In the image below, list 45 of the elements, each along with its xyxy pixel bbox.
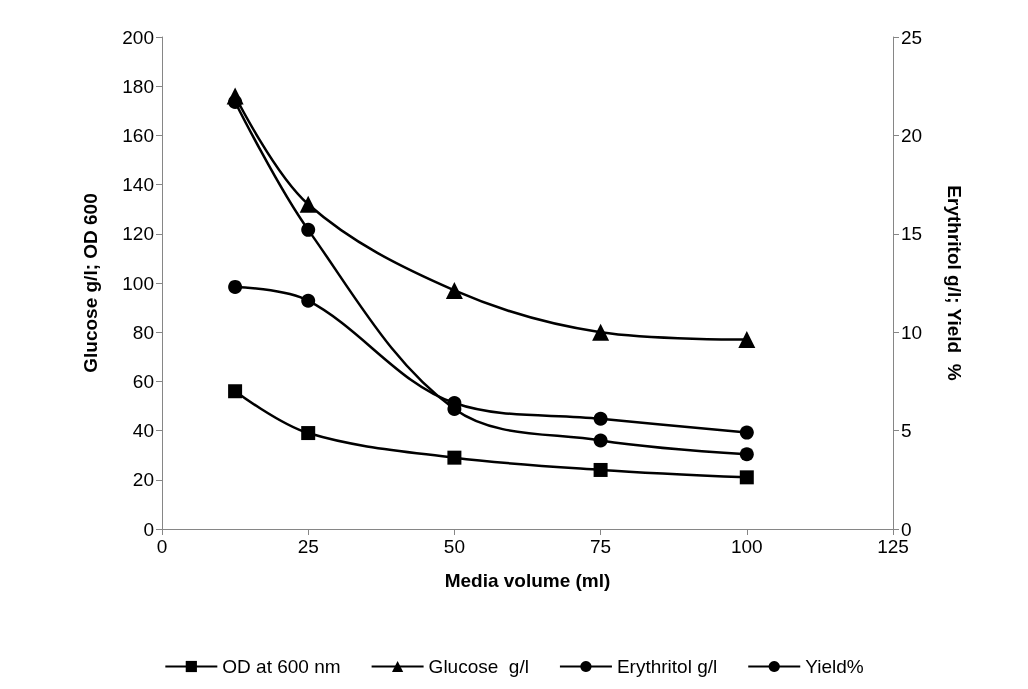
point: [593, 433, 608, 448]
y-tick-label: 100: [122, 272, 154, 294]
x-tick-label: 25: [297, 536, 319, 557]
point: [299, 195, 317, 213]
point: [226, 87, 244, 105]
point: [738, 331, 756, 349]
point: [447, 450, 462, 465]
legend-label: Erythritol g/l: [616, 656, 718, 677]
point: [593, 462, 608, 477]
y2-tick-label: 20: [901, 124, 923, 146]
y-tick-label: 120: [122, 223, 154, 245]
y-tick-label: 80: [132, 321, 154, 343]
y2-tick-label: 10: [901, 321, 923, 343]
x-tick-label: 75: [590, 536, 612, 557]
x-tick-label: 100: [730, 536, 763, 557]
point: [228, 279, 243, 294]
y-tick-label: 0: [143, 518, 154, 540]
y2-axis-title: Erythritol g/l; Yield %: [944, 185, 965, 381]
point: [739, 447, 754, 462]
x-tick-label: 50: [443, 536, 465, 557]
y2-tick-label: 25: [901, 26, 923, 48]
y-tick-label: 180: [122, 75, 154, 97]
y-tick-label: 200: [122, 26, 154, 48]
legend-label: OD at 600 nm: [222, 656, 341, 677]
y-tick-label: 60: [132, 370, 154, 392]
y-tick-label: 160: [122, 124, 154, 146]
y-tick-label: 20: [132, 469, 154, 491]
y-axis-title: Glucose g/l; OD 600: [80, 193, 101, 373]
point: [301, 426, 316, 441]
y2-tick-label: 5: [901, 420, 912, 442]
x-tick-label: 0: [156, 536, 168, 557]
point: [301, 293, 316, 308]
point: [445, 281, 463, 299]
point: [739, 470, 754, 485]
y2-tick-label: 15: [901, 223, 923, 245]
point: [593, 411, 608, 426]
point: [592, 323, 610, 341]
point: [228, 384, 243, 399]
x-axis-title: Media volume (ml): [444, 570, 611, 591]
legend-label: Glucose g/l: [428, 656, 529, 677]
point: [301, 222, 316, 237]
y-tick-label: 40: [132, 420, 154, 442]
y-tick-label: 140: [122, 174, 154, 196]
point: [739, 425, 754, 440]
legend-label: Yield%: [805, 656, 864, 677]
